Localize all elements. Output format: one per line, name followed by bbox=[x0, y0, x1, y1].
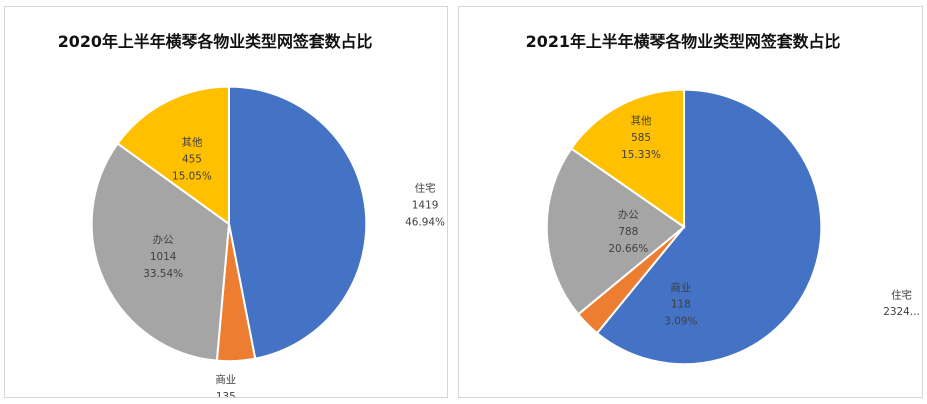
slice-name-label: 办公 bbox=[618, 208, 639, 221]
slice-value-label: 2324... bbox=[883, 306, 920, 318]
slice-percent-label: 20.66% bbox=[608, 243, 648, 255]
slice-percent-label: 15.33% bbox=[621, 149, 661, 161]
slice-value-label: 455 bbox=[182, 153, 202, 165]
slice-name-label: 其他 bbox=[182, 135, 203, 148]
slice-value-label: 118 bbox=[671, 299, 691, 311]
slice-value-label: 1014 bbox=[150, 251, 177, 263]
pie-slice-residential bbox=[595, 88, 823, 366]
pie-slice-other bbox=[116, 85, 230, 226]
slice-name-label: 办公 bbox=[153, 233, 174, 246]
slice-percent-label: 46.94% bbox=[405, 217, 445, 229]
pie-slice-residential bbox=[227, 85, 368, 360]
pie-chart-svg-2021: 2021年上半年横琴各物业类型网签套数占比 住宅 2324... 商业 118 3.09… bbox=[526, 32, 920, 366]
slice-name-label: 其他 bbox=[631, 114, 652, 127]
slice-name-label: 商业 bbox=[670, 281, 691, 294]
slice-value-label: 585 bbox=[631, 132, 651, 144]
pie-chart-2021: 2021年上半年横琴各物业类型网签套数占比 住宅 2324... 商业 118 3.09… bbox=[458, 6, 923, 398]
slice-percent-label: 3.09% bbox=[664, 316, 697, 328]
slice-value-label: 1419 bbox=[412, 200, 439, 212]
slice-name-label: 住宅 bbox=[415, 182, 436, 195]
chart-title: 2021年上半年横琴各物业类型网签套数占比 bbox=[526, 32, 841, 51]
slice-name-label: 商业 bbox=[215, 373, 236, 386]
slice-percent-label: 15.05% bbox=[172, 170, 212, 182]
pie-slice-other bbox=[569, 88, 686, 229]
pie-slice-office bbox=[90, 142, 231, 362]
pie-chart-2020: 2020年上半年横琴各物业类型网签套数占比 住宅 1419 46.94% 商业 135 4… bbox=[4, 6, 448, 398]
pie-chart-svg-2020: 2020年上半年横琴各物业类型网签套数占比 住宅 1419 46.94% 商业 135 4… bbox=[58, 32, 445, 397]
pie-slice-office bbox=[545, 147, 686, 316]
slice-percent-label: 33.54% bbox=[143, 268, 183, 280]
chart-title: 2020年上半年横琴各物业类型网签套数占比 bbox=[58, 32, 373, 51]
slice-name-label: 住宅 bbox=[891, 288, 912, 301]
slice-value-label: 788 bbox=[618, 226, 638, 238]
slice-value-label: 135 bbox=[216, 391, 236, 397]
